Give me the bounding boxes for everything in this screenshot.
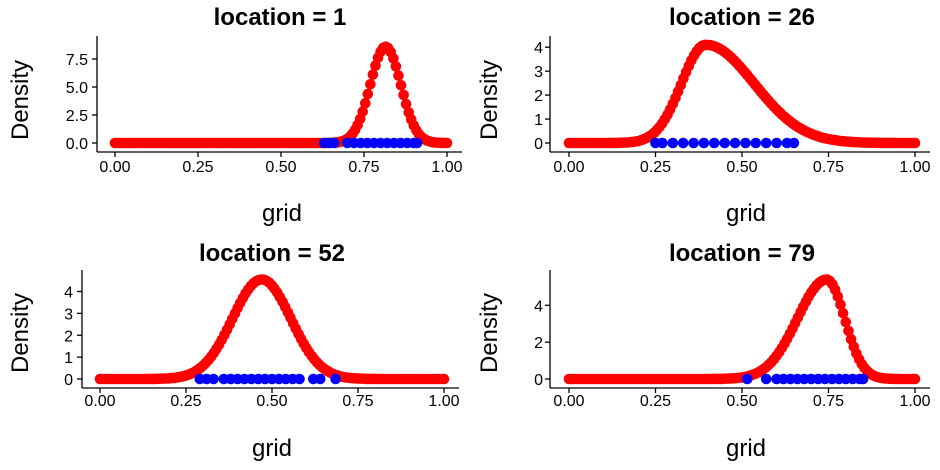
density-point bbox=[837, 307, 849, 319]
panel-location-1: location = 1 Density grid 0.00 0.25 0.50 0.… bbox=[7, 4, 463, 227]
y-axis-label: Density bbox=[7, 293, 34, 373]
x-tick-label: 0.50 bbox=[256, 393, 287, 410]
panel-title: location = 26 bbox=[669, 4, 815, 31]
x-tick-label: 1.00 bbox=[899, 159, 930, 176]
x-tick-label: 0.75 bbox=[813, 159, 844, 176]
y-tick-label: 4 bbox=[534, 298, 543, 315]
y-tick-label: 1 bbox=[534, 112, 543, 129]
observation-point bbox=[750, 137, 762, 149]
observation-point bbox=[330, 373, 341, 385]
observation-point bbox=[208, 373, 219, 385]
observation-point bbox=[740, 137, 751, 149]
panel-title: location = 52 bbox=[199, 240, 345, 267]
y-tick-label: 0 bbox=[534, 136, 543, 153]
density-point bbox=[365, 79, 376, 90]
density-point bbox=[840, 316, 852, 328]
observation-point bbox=[760, 137, 772, 149]
x-tick-label: 1.00 bbox=[431, 159, 462, 176]
y-axis-label: Density bbox=[476, 293, 503, 373]
y-tick-label: 3 bbox=[534, 64, 543, 81]
y-tick-label: 2 bbox=[64, 328, 73, 345]
plot-area: 0.00 0.25 0.50 0.75 1.00 0 2 4 bbox=[534, 270, 931, 410]
observation-point bbox=[788, 137, 800, 149]
x-tick-label: 0.00 bbox=[99, 159, 130, 176]
density-point bbox=[393, 70, 404, 81]
y-tick-label: 2.5 bbox=[66, 108, 88, 125]
panel-title: location = 1 bbox=[214, 4, 347, 31]
observation-point bbox=[857, 373, 869, 385]
observation-point bbox=[657, 137, 668, 149]
observation-point bbox=[677, 137, 689, 149]
observation-point bbox=[698, 137, 710, 149]
panel-location-52: location = 52 Density grid 0.00 0.25 0.50 0… bbox=[7, 240, 460, 462]
x-tick-label: 0.25 bbox=[170, 393, 201, 410]
panel-location-79: location = 79 Density grid 0.00 0.25 0.50 0… bbox=[476, 240, 931, 462]
density-point bbox=[398, 89, 409, 101]
observation-point bbox=[719, 137, 730, 149]
x-axis-label: grid bbox=[726, 435, 766, 462]
plot-area: 0.00 0.25 0.50 0.75 1.00 0 1 2 3 4 bbox=[64, 270, 460, 410]
panel-title: location = 79 bbox=[669, 240, 815, 267]
density-point bbox=[390, 61, 402, 72]
x-tick-label: 0.25 bbox=[640, 159, 671, 176]
panel-location-26: location = 26 Density grid 0.00 0.25 0.50 0… bbox=[476, 4, 931, 227]
x-tick-label: 0.50 bbox=[726, 159, 757, 176]
observation-point bbox=[667, 137, 679, 149]
x-tick-label: 0.50 bbox=[265, 159, 296, 176]
observation-point bbox=[314, 373, 326, 385]
x-axis-label: grid bbox=[726, 200, 766, 227]
x-tick-label: 0.00 bbox=[84, 393, 115, 410]
x-axis-label: grid bbox=[262, 200, 302, 227]
x-tick-label: 0.00 bbox=[553, 393, 584, 410]
observation-point bbox=[741, 373, 753, 385]
y-axis-label: Density bbox=[476, 60, 503, 140]
x-tick-label: 1.00 bbox=[428, 393, 459, 410]
observation-point bbox=[688, 137, 699, 149]
y-tick-label: 0.0 bbox=[66, 136, 88, 153]
density-point bbox=[438, 373, 450, 385]
density-point bbox=[843, 325, 854, 337]
density-point bbox=[441, 137, 453, 149]
density-point bbox=[835, 299, 846, 310]
x-tick-label: 1.00 bbox=[899, 393, 930, 410]
y-tick-label: 5.0 bbox=[66, 80, 88, 97]
x-axis-label: grid bbox=[252, 435, 292, 462]
observation-point bbox=[709, 137, 720, 149]
plot-area: 0.00 0.25 0.50 0.75 1.00 0.0 2.5 5.0 7.5 bbox=[66, 36, 463, 176]
observation-point bbox=[760, 373, 772, 385]
y-tick-label: 4 bbox=[534, 40, 543, 57]
y-axis-label: Density bbox=[7, 60, 34, 140]
density-point bbox=[360, 97, 371, 109]
y-tick-label: 3 bbox=[64, 306, 73, 323]
observation-point bbox=[411, 137, 423, 149]
x-tick-label: 0.50 bbox=[726, 393, 757, 410]
observation-point bbox=[294, 373, 305, 385]
y-tick-label: 0 bbox=[534, 372, 543, 389]
x-tick-label: 0.75 bbox=[342, 393, 373, 410]
density-point bbox=[400, 98, 412, 110]
y-tick-label: 4 bbox=[64, 285, 73, 302]
y-tick-label: 0 bbox=[64, 372, 73, 389]
density-point bbox=[395, 80, 407, 91]
y-tick-label: 1 bbox=[64, 350, 73, 367]
y-tick-label: 2 bbox=[534, 88, 543, 105]
y-tick-label: 2 bbox=[534, 335, 543, 352]
density-point bbox=[357, 106, 369, 117]
observation-point bbox=[729, 137, 741, 149]
observation-point bbox=[328, 137, 340, 149]
x-tick-label: 0.25 bbox=[182, 159, 213, 176]
y-tick-label: 7.5 bbox=[66, 52, 88, 69]
density-point bbox=[909, 373, 921, 385]
x-tick-label: 0.00 bbox=[553, 159, 584, 176]
x-tick-label: 0.75 bbox=[348, 159, 379, 176]
observation-point bbox=[771, 137, 782, 149]
x-tick-label: 0.75 bbox=[813, 393, 844, 410]
plot-area: 0.00 0.25 0.50 0.75 1.00 0 1 2 3 4 bbox=[534, 36, 931, 176]
density-point bbox=[367, 69, 379, 80]
density-point bbox=[832, 291, 844, 302]
density-point bbox=[362, 88, 374, 100]
density-point bbox=[909, 137, 921, 149]
x-tick-label: 0.25 bbox=[640, 393, 671, 410]
